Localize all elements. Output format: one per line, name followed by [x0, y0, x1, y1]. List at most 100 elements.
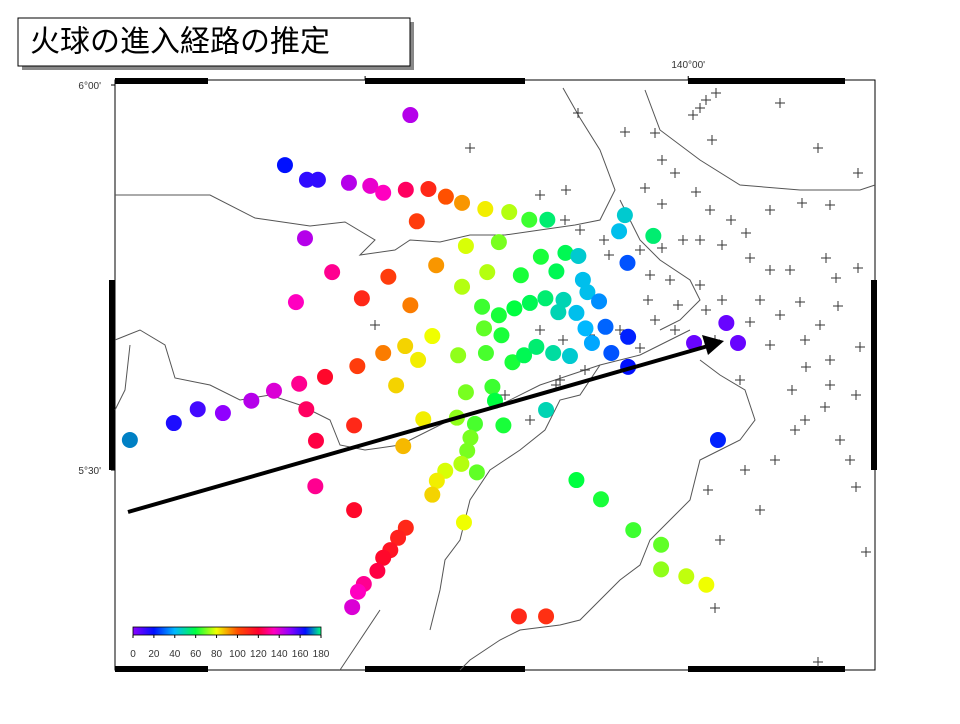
station — [711, 88, 721, 98]
point — [408, 213, 425, 230]
station — [765, 265, 775, 275]
point — [410, 351, 427, 368]
point — [276, 157, 293, 174]
point — [214, 405, 231, 422]
point — [561, 348, 578, 365]
point — [402, 297, 419, 314]
point — [424, 486, 441, 503]
station — [703, 485, 713, 495]
point — [516, 347, 533, 364]
point — [698, 576, 715, 593]
point — [353, 290, 370, 307]
point — [477, 200, 494, 217]
point — [479, 264, 496, 281]
point — [380, 268, 397, 285]
station — [851, 482, 861, 492]
point — [537, 290, 554, 307]
point — [709, 431, 726, 448]
station — [688, 110, 698, 120]
point — [424, 328, 441, 345]
colorbar-tick-label: 100 — [229, 649, 246, 660]
station — [657, 243, 667, 253]
point — [484, 378, 501, 395]
station — [465, 143, 475, 153]
point — [474, 298, 491, 315]
point — [521, 294, 538, 311]
point — [539, 211, 556, 228]
point — [121, 431, 138, 448]
point — [450, 347, 467, 364]
colorbar-tick-label: 60 — [190, 649, 202, 660]
point — [538, 401, 555, 418]
points — [121, 107, 746, 625]
point — [619, 254, 636, 271]
point — [307, 432, 324, 449]
station — [640, 183, 650, 193]
station — [650, 128, 660, 138]
point — [297, 230, 313, 247]
point — [611, 223, 628, 240]
point — [415, 411, 432, 428]
station — [797, 198, 807, 208]
point — [317, 368, 334, 385]
station — [765, 340, 775, 350]
point — [468, 464, 485, 481]
slide-title: 火球の進入経路の推定 — [30, 25, 330, 60]
point — [428, 257, 445, 274]
point — [298, 171, 315, 188]
point — [504, 354, 521, 371]
point — [577, 320, 594, 337]
point — [620, 328, 637, 345]
arrow-head — [702, 335, 724, 355]
point — [625, 522, 642, 539]
station — [604, 250, 614, 260]
station — [825, 200, 835, 210]
x-tick-label: 140°00' — [671, 60, 705, 71]
station — [573, 108, 583, 118]
station — [851, 390, 861, 400]
point — [388, 377, 405, 394]
station — [831, 273, 841, 283]
point — [490, 307, 507, 324]
point — [528, 338, 545, 355]
point — [287, 294, 304, 311]
point — [349, 358, 366, 375]
station — [815, 320, 825, 330]
station — [813, 143, 823, 153]
station — [861, 547, 871, 557]
station — [715, 535, 725, 545]
point — [718, 314, 735, 331]
point — [346, 502, 363, 519]
point — [455, 514, 472, 531]
point — [344, 599, 361, 616]
station — [555, 375, 565, 385]
point — [568, 304, 585, 321]
point — [165, 415, 182, 432]
station — [745, 253, 755, 263]
point — [550, 304, 567, 321]
station — [820, 402, 830, 412]
point — [570, 247, 587, 264]
station — [695, 280, 705, 290]
station — [741, 228, 751, 238]
station — [645, 270, 655, 280]
point — [653, 561, 670, 578]
point — [653, 536, 670, 553]
station — [853, 168, 863, 178]
point — [506, 300, 523, 317]
point — [189, 401, 206, 418]
station — [525, 415, 535, 425]
point — [501, 204, 518, 221]
title-box: 火球の進入経路の推定 — [17, 17, 414, 70]
point — [454, 278, 471, 295]
station — [740, 465, 750, 475]
point — [375, 549, 392, 566]
station — [855, 342, 865, 352]
station — [785, 265, 795, 275]
station — [678, 235, 688, 245]
station — [535, 325, 545, 335]
point — [457, 384, 474, 401]
colorbar: 0 20 40 60 80 100 120 140 160 180 — [130, 626, 330, 660]
frame-bars — [109, 78, 877, 672]
point — [395, 438, 412, 455]
